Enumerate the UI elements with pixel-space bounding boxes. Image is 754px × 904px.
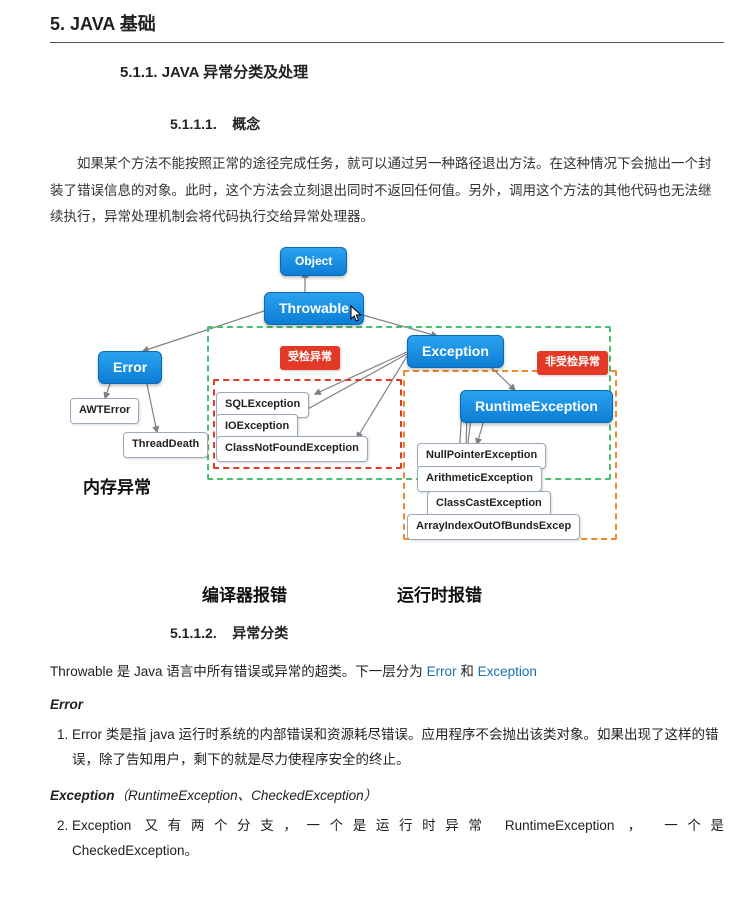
label-compiler-error: 编译器报错 bbox=[202, 582, 287, 609]
heading-error: Error bbox=[50, 694, 724, 716]
node-awterror: AWTError bbox=[70, 398, 139, 424]
node-classnotfound: ClassNotFoundException bbox=[216, 436, 368, 462]
chapter-name: JAVA 基础 bbox=[70, 14, 156, 34]
label-memory-error: 内存异常 bbox=[83, 474, 151, 501]
cursor-icon bbox=[350, 305, 364, 323]
sub1-name: 概念 bbox=[232, 116, 260, 132]
chapter-title: 5. JAVA 基础 bbox=[50, 10, 724, 43]
node-exception: Exception bbox=[407, 335, 504, 367]
sub1-paragraph: 如果某个方法不能按照正常的途径完成任务，就可以通过另一种路径退出方法。在这种情况… bbox=[50, 151, 724, 230]
node-arrayindex: ArrayIndexOutOfBundsExcep bbox=[407, 514, 580, 540]
sub2-intro: Throwable 是 Java 语言中所有错误或异常的超类。下一层分为 Err… bbox=[50, 661, 724, 683]
subsection-2-title: 5.1.1.2. 异常分类 bbox=[170, 622, 724, 644]
label-runtime-error: 运行时报错 bbox=[397, 582, 482, 609]
node-nullpointer: NullPointerException bbox=[417, 443, 546, 469]
node-object: Object bbox=[280, 247, 347, 276]
ex-item-b: 又有两个分支，一个是运行时异常 bbox=[145, 818, 492, 833]
exception-hierarchy-diagram: Object Throwable Error Exception Runtime… bbox=[67, 242, 707, 612]
node-classcast: ClassCastException bbox=[427, 491, 551, 517]
sub2-name: 异常分类 bbox=[232, 625, 288, 641]
ex-item-a: Exception bbox=[72, 818, 131, 833]
sub2-intro-mid: 和 bbox=[457, 664, 478, 679]
heading-exception-b: （RuntimeException、CheckedException） bbox=[115, 788, 378, 803]
section-name: JAVA 异常分类及处理 bbox=[162, 64, 308, 81]
sub2-intro-pre: Throwable 是 Java 语言中所有错误或异常的超类。下一层分为 bbox=[50, 664, 427, 679]
node-throwable: Throwable bbox=[264, 292, 364, 324]
node-arithmetic: ArithmeticException bbox=[417, 466, 542, 492]
subsection-1-title: 5.1.1.1. 概念 bbox=[170, 113, 724, 135]
link-exception[interactable]: Exception bbox=[478, 664, 537, 679]
link-error[interactable]: Error bbox=[427, 664, 457, 679]
list-item-error: Error 类是指 java 运行时系统的内部错误和资源耗尽错误。应用程序不会抛… bbox=[72, 722, 724, 773]
heading-exception-a: Exception bbox=[50, 788, 115, 803]
sub2-number: 5.1.1.2. bbox=[170, 625, 217, 641]
ex-item-c: RuntimeException ， bbox=[505, 818, 651, 833]
ex-item-e: CheckedException。 bbox=[72, 843, 198, 858]
ex-item-d: 一个是 bbox=[664, 818, 724, 833]
tag-checked-exception: 受检异常 bbox=[280, 346, 340, 370]
heading-exception: Exception（RuntimeException、CheckedExcept… bbox=[50, 785, 724, 807]
list-item-exception: Exception 又有两个分支，一个是运行时异常 RuntimeExcepti… bbox=[72, 813, 724, 864]
section-title: 5.1.1. JAVA 异常分类及处理 bbox=[120, 61, 724, 85]
tag-unchecked-exception: 非受检异常 bbox=[537, 351, 608, 375]
document-page: 5. JAVA 基础 5.1.1. JAVA 异常分类及处理 5.1.1.1. … bbox=[0, 0, 754, 904]
section-number: 5.1.1. bbox=[120, 64, 158, 81]
chapter-number: 5. bbox=[50, 14, 65, 34]
sub1-number: 5.1.1.1. bbox=[170, 116, 217, 132]
node-threaddeath: ThreadDeath bbox=[123, 432, 208, 458]
node-error: Error bbox=[98, 351, 162, 383]
node-runtimeexception: RuntimeException bbox=[460, 390, 613, 422]
